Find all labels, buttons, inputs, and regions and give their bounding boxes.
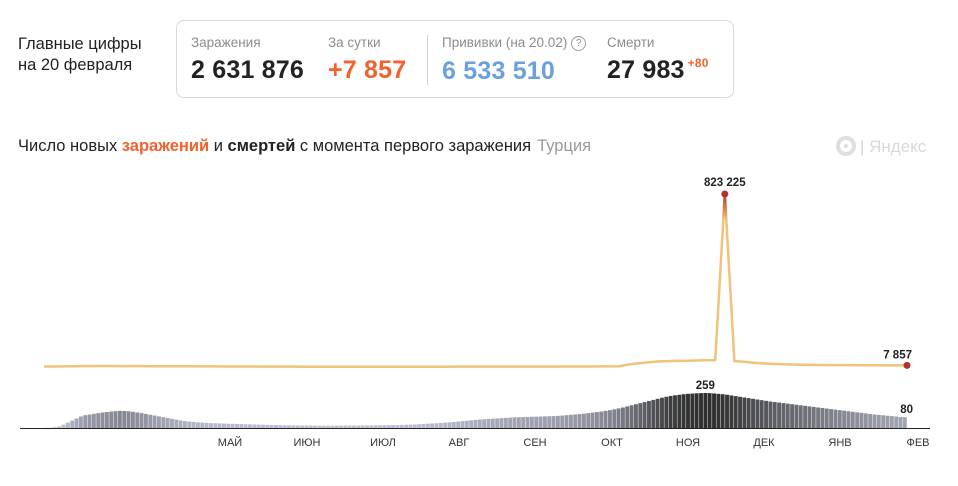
stats-separator	[427, 35, 428, 85]
infections-peak-point	[721, 190, 729, 198]
title-infections-word: заражений	[121, 137, 210, 155]
stat-infections-value: 2 631 876	[191, 56, 305, 84]
chart-svg: 823 225 7 857 259 80 МАЙ ИЮН ИЮЛ АВГ СЕН ОКТ НОЯ ДЕ…	[20, 177, 930, 449]
yandex-logo-icon	[836, 136, 856, 156]
x-tick-label: ИЮЛ	[370, 437, 396, 449]
stat-vaccinations-label-wrap: Прививки (на 20.02)?	[442, 35, 587, 51]
stat-deaths-label: Смерти	[607, 35, 655, 50]
x-tick-label: АВГ	[449, 437, 470, 449]
infections-last-point	[903, 361, 911, 369]
headline: Главные цифры на 20 февраля	[18, 34, 142, 76]
deaths-peak-label: 259	[696, 380, 715, 392]
stat-deaths-value: 27 983	[607, 56, 685, 84]
stat-infections-label: Заражения	[191, 35, 261, 50]
x-tick-label: НОЯ	[676, 437, 700, 449]
x-tick-label: МАЙ	[218, 436, 242, 449]
x-tick-label: ДЕК	[753, 437, 775, 449]
x-tick-label: ОКТ	[601, 437, 623, 449]
stat-daily: За сутки +7 857	[328, 35, 406, 85]
infections-last-label: 7 857	[883, 349, 912, 361]
title-part1: Число новых	[18, 137, 122, 155]
stat-daily-label: За сутки	[328, 35, 381, 50]
x-tick-label: ЯНВ	[828, 437, 851, 449]
headline-line2: на 20 февраля	[18, 56, 133, 74]
stat-vaccinations-label: Прививки (на 20.02)	[442, 35, 568, 50]
stat-daily-value: +7 857	[328, 56, 407, 84]
infections-line	[43, 192, 908, 369]
yandex-logo[interactable]: | Яндекс	[836, 136, 926, 157]
question-icon[interactable]: ?	[571, 36, 587, 51]
stat-vaccinations-value: 6 533 510	[442, 57, 556, 85]
title-part2: и	[209, 137, 228, 155]
stat-infections: Заражения 2 631 876	[191, 35, 304, 85]
title-deaths-word: смертей	[227, 137, 296, 155]
title-country: Турция	[537, 137, 592, 155]
title-part3: с момента первого заражения	[295, 137, 532, 155]
x-tick-label: ИЮН	[294, 437, 321, 449]
stat-vaccinations: Прививки (на 20.02)? 6 533 510	[442, 35, 587, 86]
deaths-last-label: 80	[900, 404, 913, 416]
headline-line1: Главные цифры	[18, 35, 142, 53]
stat-deaths-delta: +80	[687, 56, 709, 70]
stats-card: Заражения 2 631 876 За сутки +7 857 Прив…	[176, 20, 734, 98]
x-tick-label: ФЕВ	[906, 437, 929, 449]
stat-deaths-value-wrap: 27 983 +80	[607, 56, 709, 85]
chart-title: Число новых заражений и смертей с момент…	[18, 137, 591, 156]
x-tick-label: СЕН	[523, 437, 546, 449]
infections-peak-label: 823 225	[704, 177, 746, 189]
yandex-logo-text: | Яндекс	[860, 137, 927, 156]
stat-deaths: Смерти 27 983 +80	[607, 35, 709, 85]
